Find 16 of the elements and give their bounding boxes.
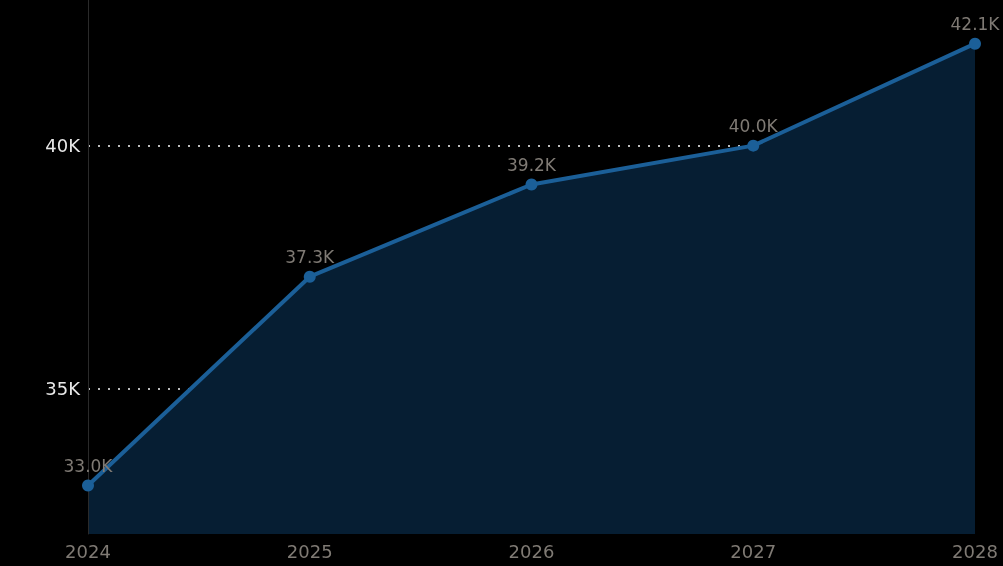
y-tick-label: 35K — [45, 377, 82, 399]
x-tick-label: 2026 — [508, 540, 555, 562]
point — [747, 139, 760, 152]
x-tick-label: 2027 — [730, 540, 777, 562]
point — [303, 270, 316, 283]
data-label: 42.1K — [950, 14, 1001, 35]
point — [525, 178, 538, 191]
x-tick-label: 2025 — [286, 540, 333, 562]
data-label: 40.0K — [728, 116, 779, 137]
x-tick-label: 2024 — [65, 540, 111, 562]
x-tick-label: 2028 — [952, 540, 998, 562]
data-label: 37.3K — [285, 247, 336, 268]
point — [82, 479, 94, 492]
point — [969, 37, 981, 50]
y-tick-label: 40K — [45, 135, 82, 157]
data-label: 39.2K — [507, 154, 557, 175]
